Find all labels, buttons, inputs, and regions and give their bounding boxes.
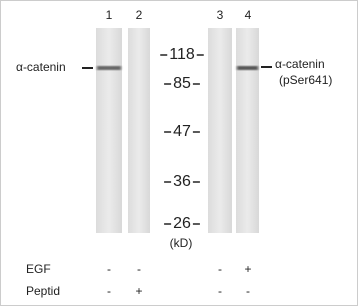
marker-label: 118 bbox=[169, 46, 195, 63]
treatment-sign: - bbox=[137, 262, 141, 276]
lane bbox=[128, 28, 150, 233]
treatment-name: EGF bbox=[26, 262, 51, 276]
treatment-sign: - bbox=[218, 284, 222, 298]
marker-label: 26 bbox=[173, 215, 191, 232]
blot-figure: α-catenin α-catenin (pSer641) (kD) 1 2 3 4 1… bbox=[0, 0, 358, 306]
lane-number: 1 bbox=[106, 8, 113, 22]
marker-label: 85 bbox=[173, 75, 191, 92]
left-label: α-catenin bbox=[16, 60, 66, 74]
right-label: α-catenin bbox=[275, 57, 325, 71]
treatment-sign: + bbox=[135, 284, 142, 298]
marker-label: 36 bbox=[173, 173, 191, 190]
band bbox=[97, 66, 121, 70]
treatment-sign: - bbox=[218, 262, 222, 276]
right-label-site: (pSer641) bbox=[279, 73, 332, 87]
lane bbox=[96, 28, 122, 233]
treatment-sign: - bbox=[107, 262, 111, 276]
lane-number: 2 bbox=[136, 8, 143, 22]
marker-unit: (kD) bbox=[170, 236, 193, 250]
marker-label: 47 bbox=[173, 123, 191, 140]
treatment-sign: - bbox=[107, 284, 111, 298]
lane bbox=[208, 28, 232, 233]
lane-number: 3 bbox=[217, 8, 224, 22]
treatment-sign: + bbox=[244, 262, 251, 276]
band bbox=[237, 66, 258, 70]
treatment-name: Peptid bbox=[26, 284, 60, 298]
lane bbox=[236, 28, 259, 233]
treatment-sign: - bbox=[246, 284, 250, 298]
lane-number: 4 bbox=[245, 8, 252, 22]
